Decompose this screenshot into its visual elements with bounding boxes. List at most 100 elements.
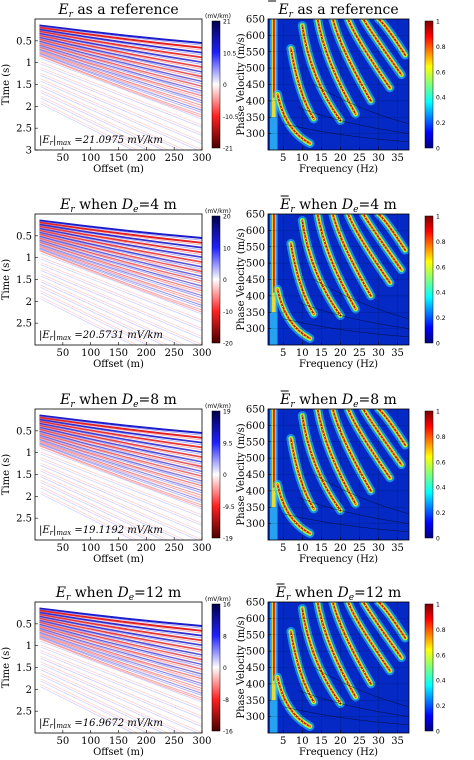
- wave-band-edge: [39, 45, 202, 94]
- wave-band-edge: [39, 33, 202, 65]
- ann-sub2: max: [56, 722, 71, 730]
- panel-tl1: 50 100 150 200 250 300 0.5 1 1.5 2 2.5 3 Offset (m) T…: [1, 2, 239, 175]
- x-tick-label: 150: [109, 348, 128, 359]
- theory-curve: [298, 302, 409, 329]
- colorbar-tick-label: -19: [223, 536, 233, 543]
- y-tick-label: 2: [26, 492, 32, 503]
- wave-band-edge: [39, 248, 202, 308]
- y-tick-label: 450: [246, 470, 265, 481]
- faint-trace: [40, 675, 164, 733]
- y-tick-label: 650: [246, 405, 265, 416]
- ann-pre: |E: [39, 135, 50, 146]
- wave-band-edge: [39, 445, 202, 508]
- y-tick-label: 0.5: [16, 426, 32, 437]
- y-axis-label: Time (s): [1, 64, 12, 105]
- ann-mid: |: [53, 135, 56, 146]
- x-tick-label: 5: [280, 736, 286, 747]
- mode-core: [377, 19, 406, 56]
- faint-trace: [40, 80, 199, 150]
- x-tick-label: 10: [296, 543, 309, 554]
- title-symbol: E: [57, 2, 68, 18]
- title-de: D: [336, 585, 348, 601]
- x-tick-label: 50: [56, 736, 69, 747]
- y-axis-label: Time (s): [1, 259, 12, 300]
- wave-band-edge: [39, 624, 202, 668]
- picked-points: [301, 25, 341, 121]
- wave-band-edge: [39, 421, 202, 451]
- faint-trace: [40, 457, 202, 524]
- wave-band-edge: [39, 614, 202, 644]
- colorbar-tick-label: 19: [223, 409, 231, 416]
- picked-points: [347, 214, 391, 284]
- picked-points: [347, 409, 391, 479]
- faint-trace: [40, 474, 186, 540]
- panel-title: Er when De=12 m: [275, 585, 402, 603]
- mode-core: [290, 437, 315, 510]
- colorbar-tick-label: 0.8: [436, 627, 446, 634]
- wave-band: [39, 221, 202, 244]
- picked-points: [362, 19, 402, 75]
- y-tick-label: 600: [246, 614, 265, 625]
- wave-band-edge: [39, 55, 202, 118]
- title-text: as a reference: [73, 2, 179, 18]
- x-tick-label: 20: [334, 348, 347, 359]
- wave-band-edge: [39, 37, 202, 75]
- colorbar-tick-label: 0: [436, 729, 440, 736]
- title-symbol: E: [59, 392, 70, 408]
- colorbar-tick-label: 1: [436, 214, 440, 221]
- wave-band-edge: [39, 632, 202, 687]
- faint-trace: [40, 101, 138, 150]
- faint-trace: [40, 72, 202, 142]
- faint-trace: [40, 451, 202, 516]
- wave-band-edge: [39, 222, 202, 246]
- wave-band: [39, 621, 202, 661]
- theory-curve: [283, 318, 409, 338]
- mode-core: [331, 602, 372, 685]
- colorbar-tick-label: 1: [436, 19, 440, 26]
- faint-trace: [40, 256, 202, 321]
- faint-trace: [40, 92, 164, 150]
- wave-band: [39, 414, 202, 435]
- y-tick-label: 0.5: [16, 619, 32, 630]
- x-tick-label: 25: [353, 153, 366, 164]
- faint-trace: [40, 491, 138, 540]
- title-symbol: E: [59, 197, 70, 213]
- wave-band: [39, 432, 202, 477]
- panel-title: Er when De=4 m: [59, 197, 177, 215]
- faint-trace: [40, 650, 202, 717]
- colorbar-tick-label: -20: [223, 341, 233, 348]
- faint-trace: [40, 652, 202, 719]
- picked-points: [277, 484, 311, 534]
- faint-trace: [40, 250, 202, 313]
- dispersion-image: [268, 214, 409, 345]
- x-tick-label: 200: [137, 736, 156, 747]
- x-tick-label: 10: [296, 736, 309, 747]
- colorbar-tick-label: -9.5: [223, 504, 235, 511]
- wave-band: [39, 245, 202, 301]
- theory-curve: [313, 474, 409, 515]
- title-subscript: r: [289, 10, 294, 20]
- wave-band-edge: [39, 622, 202, 663]
- wave-band: [39, 52, 202, 111]
- title-symbol: E: [55, 585, 66, 601]
- y-tick-label: 2.5: [16, 124, 32, 135]
- wave-band: [39, 48, 202, 102]
- title-text: when: [75, 197, 122, 213]
- mode-core: [377, 602, 406, 639]
- wave-band: [39, 247, 202, 306]
- y-axis-label: Time (s): [1, 454, 12, 495]
- wave-band-edge: [39, 49, 202, 104]
- x-tick-label: 150: [109, 153, 128, 164]
- colorbar-tick-label: 0.6: [436, 264, 446, 271]
- y-tick-label: 400: [246, 679, 265, 690]
- wavefield: [39, 219, 202, 345]
- faint-trace: [40, 258, 202, 323]
- faint-trace: [40, 270, 202, 339]
- wave-band: [39, 627, 202, 675]
- faint-trace: [40, 678, 153, 733]
- wave-band: [39, 40, 202, 83]
- faint-trace: [40, 669, 181, 733]
- title-subscript: r: [70, 205, 75, 215]
- title-de: D: [341, 197, 353, 213]
